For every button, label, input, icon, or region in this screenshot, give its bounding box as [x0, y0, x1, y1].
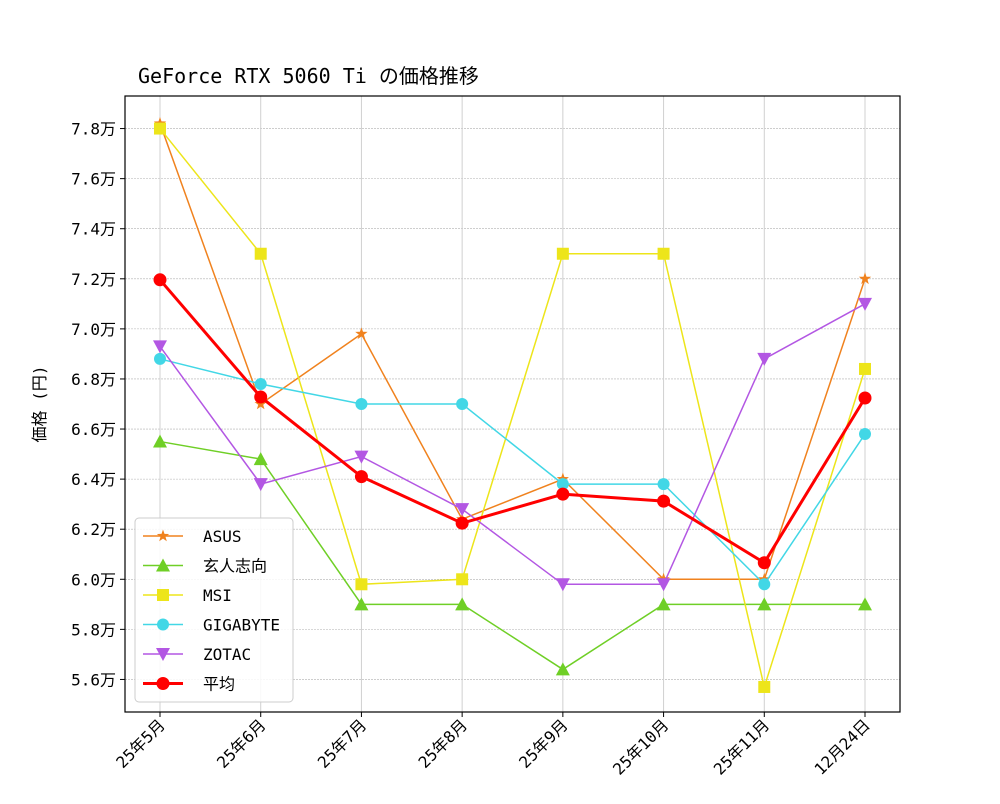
series-ZOTAC: [153, 297, 872, 592]
data-point: [758, 578, 771, 591]
data-point: [455, 503, 470, 517]
legend-label: ASUS: [203, 527, 242, 546]
y-tick-label: 6.0万: [71, 570, 116, 589]
data-point: [355, 327, 368, 340]
data-point: [556, 247, 569, 260]
data-point: [858, 297, 872, 311]
data-point: [656, 578, 671, 592]
series-line: [159, 128, 866, 690]
y-tick-label: 7.6万: [71, 170, 116, 189]
series-ASUS: [153, 117, 872, 585]
series-MSI: [154, 122, 871, 693]
y-tick-label: 6.4万: [71, 470, 116, 489]
legend-label: MSI: [203, 586, 232, 605]
data-point: [858, 272, 872, 285]
data-point: [757, 556, 771, 570]
data-point: [153, 273, 167, 287]
data-point: [157, 618, 169, 631]
x-tick-label: 12月24日: [811, 715, 874, 778]
data-point: [253, 452, 268, 466]
data-point: [455, 597, 470, 611]
series-line: [159, 303, 866, 586]
data-point: [254, 377, 267, 390]
data-point: [355, 578, 368, 591]
series-line: [159, 358, 866, 586]
data-point: [156, 648, 170, 661]
legend-item: 玄人志向: [143, 557, 267, 576]
data-point: [656, 597, 671, 611]
data-point: [156, 529, 170, 542]
data-point: [456, 573, 469, 586]
series-平均: [153, 273, 872, 570]
x-tick-label: 25年9月: [515, 715, 572, 772]
data-point: [859, 428, 871, 441]
data-point: [354, 470, 368, 484]
series-line: [159, 440, 865, 671]
data-point: [757, 352, 772, 366]
y-tick-label: 5.6万: [71, 670, 116, 689]
legend-item: ZOTAC: [143, 645, 251, 664]
legend-item: MSI: [143, 586, 232, 605]
legend-item: ASUS: [143, 527, 242, 546]
x-tick-label: 25年10月: [609, 715, 672, 778]
data-point: [657, 478, 670, 491]
series-line: [159, 123, 866, 581]
data-point: [154, 352, 166, 365]
data-point: [253, 478, 268, 492]
series-line: [158, 278, 867, 565]
data-point: [456, 398, 469, 410]
data-point: [157, 589, 169, 601]
x-tick-label: 25年8月: [414, 715, 471, 772]
legend-item: 平均: [143, 675, 235, 694]
data-point: [657, 494, 671, 508]
data-point: [555, 578, 570, 592]
legend-label: 平均: [203, 675, 235, 694]
x-tick-label: 25年7月: [314, 715, 371, 772]
data-point: [858, 391, 872, 405]
data-point: [153, 434, 167, 448]
data-point: [758, 680, 771, 693]
data-point: [757, 597, 772, 611]
data-point: [156, 677, 170, 690]
data-point: [153, 340, 167, 354]
series-GIGABYTE: [154, 352, 871, 591]
data-point: [858, 597, 872, 611]
x-tick-label: 25年6月: [213, 715, 270, 772]
x-tick-label: 25年5月: [112, 715, 169, 772]
legend-label: 玄人志向: [203, 557, 267, 576]
chart-title: GeForce RTX 5060 Ti の価格推移: [138, 64, 479, 88]
data-point: [657, 247, 670, 260]
plot-frame: [124, 95, 901, 713]
y-tick-label: 7.0万: [71, 320, 116, 339]
data-point: [556, 487, 570, 501]
data-point: [354, 450, 369, 464]
legend-label: ZOTAC: [203, 645, 251, 664]
y-tick-label: 6.6万: [71, 420, 116, 439]
data-point: [859, 362, 871, 375]
y-tick-label: 5.8万: [71, 620, 116, 639]
y-tick-label: 7.2万: [71, 270, 116, 289]
legend-item: GIGABYTE: [143, 616, 280, 635]
y-tick-label: 6.2万: [71, 520, 116, 539]
legend-box: [134, 517, 294, 703]
data-point: [354, 597, 369, 611]
data-point: [455, 516, 469, 530]
y-tick-label: 6.8万: [71, 370, 116, 389]
legend-label: GIGABYTE: [203, 616, 280, 635]
data-point: [154, 122, 166, 135]
series-玄人志向: [153, 434, 872, 676]
y-axis-label: 価格 (円): [30, 366, 49, 443]
data-point: [254, 247, 267, 260]
data-point: [555, 662, 570, 676]
y-tick-label: 7.4万: [71, 220, 116, 239]
data-point: [556, 478, 569, 491]
y-tick-label: 7.8万: [71, 120, 116, 139]
data-point: [156, 558, 170, 572]
data-point: [254, 390, 268, 404]
x-tick-label: 25年11月: [710, 715, 773, 778]
data-point: [355, 398, 368, 410]
